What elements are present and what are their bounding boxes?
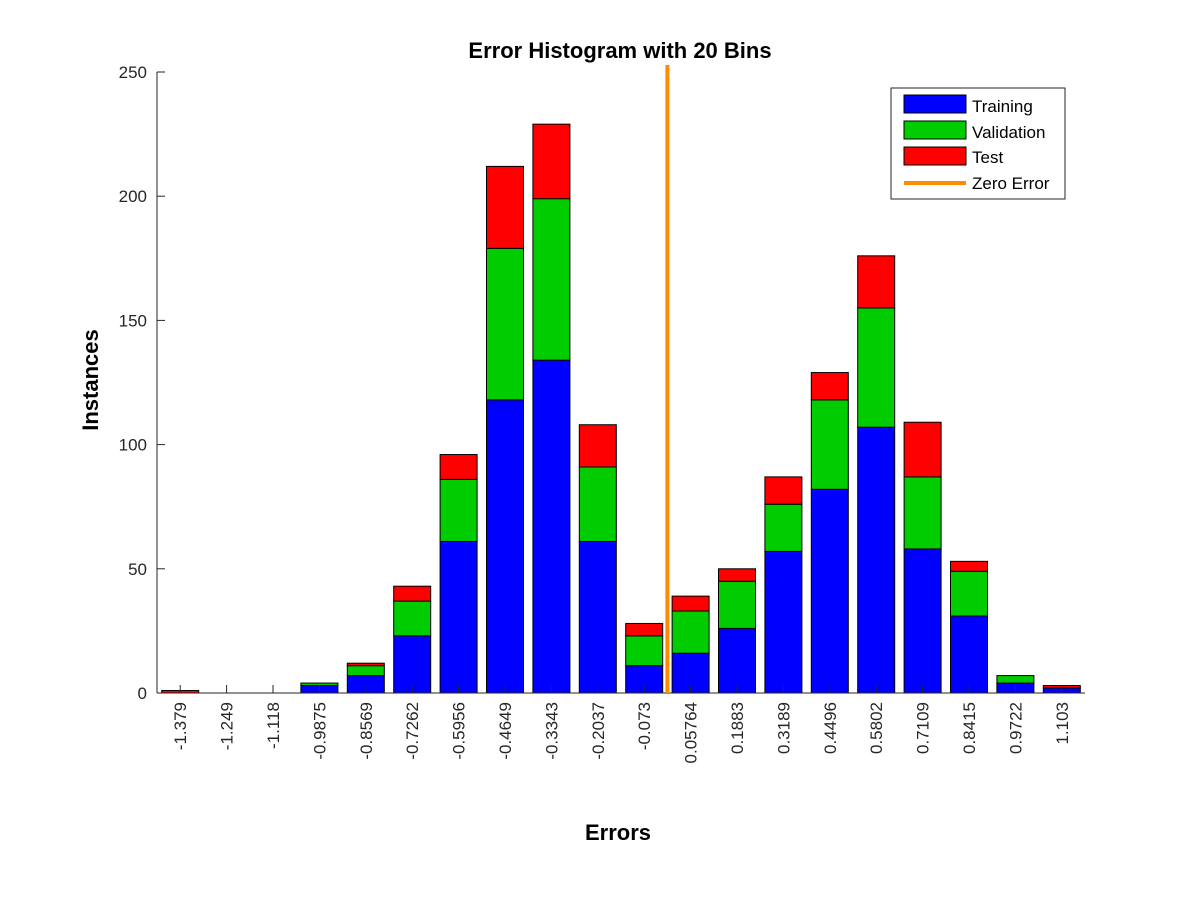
y-tick-label-2: 100 [119,436,147,455]
x-tick-label-13: 0.3189 [774,702,793,754]
x-tick-label-2: -1.118 [264,702,283,749]
bar-test-9 [578,424,617,468]
bar-training-16 [903,548,942,694]
bar-test-13 [764,476,803,505]
bar-validation-6 [439,478,478,542]
bar-test-6 [439,454,478,480]
x-tick-label-10: -0.073 [635,702,654,750]
bar-validation-17 [950,570,988,617]
bar-training-12 [718,627,756,694]
bar-test-11 [671,595,710,612]
x-tick-label-12: 0.1883 [728,702,747,754]
x-tick-label-0: -1.379 [171,702,190,750]
bar-test-16 [903,421,942,478]
legend-label-zero-error: Zero Error [972,174,1050,193]
bar-test-10 [625,622,664,637]
bar-training-14 [810,488,849,694]
bar-validation-16 [903,476,942,550]
bar-validation-5 [393,600,432,637]
x-tick-label-18: 0.9722 [1006,702,1025,754]
bar-validation-13 [764,503,803,552]
legend-label-training: Training [972,97,1033,116]
x-tick-label-5: -0.7262 [403,702,422,760]
legend: Training Validation Test Zero Error [890,87,1066,200]
bar-test-7 [486,165,524,249]
x-tick-label-3: -0.9875 [310,702,329,760]
bar-training-13 [764,550,803,694]
bar-training-9 [578,540,617,694]
legend-label-test: Test [972,148,1003,167]
bar-validation-12 [718,580,756,629]
bar-validation-14 [810,399,849,490]
x-tick-label-15: 0.5802 [867,702,886,754]
x-tick-label-6: -0.5956 [450,702,469,760]
x-tick-label-19: 1.103 [1053,702,1072,745]
y-tick-label-1: 50 [128,560,147,579]
axes-layer [156,72,1085,694]
bar-training-5 [393,635,432,694]
y-axis-label: Instances [78,329,103,431]
bar-validation-8 [532,198,571,361]
bar-validation-9 [578,466,617,542]
bar-training-15 [857,426,896,694]
bar-validation-4 [346,665,385,677]
bar-training-8 [532,359,571,694]
bar-test-5 [393,585,432,602]
bar-training-17 [950,615,988,694]
x-axis-label: Errors [585,820,651,845]
bar-validation-15 [857,307,896,428]
bar-test-4 [346,662,385,667]
y-tick-label-0: 0 [138,684,147,703]
legend-label-validation: Validation [972,123,1045,142]
y-tick-label-3: 150 [119,311,147,330]
bar-training-7 [486,399,524,694]
bars-layer [161,123,1081,694]
x-tick-label-17: 0.8415 [960,702,979,754]
bar-training-6 [439,540,478,694]
y-tick-layer: 0 50 100 150 200 250 [119,63,165,703]
x-tick-layer: -1.379 -1.249 -1.118 -0.9875 -0.8569 -0.7262 -… [171,685,1072,763]
chart-title: Error Histogram with 20 Bins [468,38,771,63]
x-tick-label-8: -0.3343 [542,702,561,760]
y-tick-label-5: 250 [119,63,147,82]
x-tick-label-16: 0.7109 [914,702,933,754]
legend-swatch-test [903,146,967,166]
legend-swatch-training [903,94,967,114]
bar-test-15 [857,255,896,309]
legend-swatch-validation [903,120,967,140]
bar-validation-11 [671,610,710,654]
x-tick-label-7: -0.4649 [496,702,515,760]
y-tick-label-4: 200 [119,187,147,206]
bar-test-12 [718,568,756,582]
x-tick-label-9: -0.2037 [589,702,608,760]
x-tick-label-11: 0.05764 [682,702,701,763]
bar-test-14 [810,372,849,401]
bar-test-8 [532,123,571,200]
x-tick-label-1: -1.249 [218,702,237,750]
bar-test-17 [950,560,988,572]
bar-validation-7 [486,247,524,401]
x-tick-label-14: 0.4496 [821,702,840,754]
bar-validation-18 [996,675,1035,684]
x-tick-label-4: -0.8569 [357,702,376,760]
bar-validation-10 [625,635,664,667]
